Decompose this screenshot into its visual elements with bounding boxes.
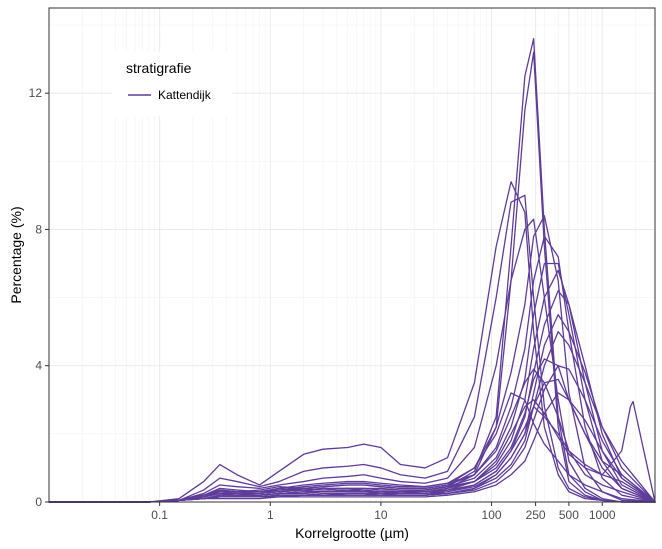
y-tick-label: 0 <box>35 495 42 509</box>
series-line-20 <box>48 392 656 503</box>
y-axis: 0 4 8 12 <box>29 86 49 509</box>
legend-title: stratigrafie <box>126 60 192 76</box>
x-tick-label: 500 <box>559 508 579 522</box>
series-line-15 <box>48 392 656 503</box>
x-tick-label: 1 <box>267 508 274 522</box>
series-line-19 <box>48 365 656 503</box>
y-tick-label: 4 <box>35 359 42 373</box>
legend: stratigrafie Kattendijk <box>112 52 232 116</box>
x-axis-title: Korrelgrootte (µm) <box>295 525 409 541</box>
x-tick-label: 100 <box>482 508 502 522</box>
series-lines <box>48 38 656 503</box>
series-line-6 <box>48 215 656 503</box>
x-tick-label: 0.1 <box>151 508 168 522</box>
y-tick-label: 8 <box>35 222 42 236</box>
x-tick-label: 250 <box>526 508 546 522</box>
series-line-17 <box>48 405 656 503</box>
series-line-16 <box>48 399 656 503</box>
x-axis: 0.1 1 10 100 250 500 1000 <box>151 502 616 522</box>
series-line-14 <box>48 368 656 503</box>
legend-background <box>112 52 232 116</box>
y-tick-label: 12 <box>29 86 43 100</box>
series-line-4 <box>48 194 656 503</box>
y-axis-title: Percentage (%) <box>8 206 24 303</box>
series-line-5 <box>48 218 656 503</box>
x-tick-label: 1000 <box>589 508 616 522</box>
x-tick-label: 10 <box>374 508 388 522</box>
legend-entry-kattendijk: Kattendijk <box>158 88 212 102</box>
series-line-3 <box>48 181 656 503</box>
panel-border <box>48 7 656 503</box>
